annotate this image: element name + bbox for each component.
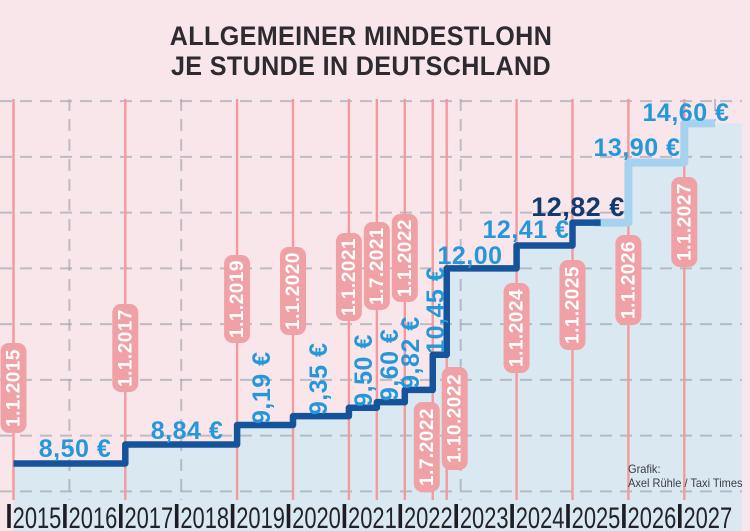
date-pill-1.1.2021 bbox=[335, 233, 362, 321]
date-pill-label: 1.7.2021 bbox=[367, 227, 388, 305]
year-label-2020: 2020 bbox=[292, 500, 341, 531]
year-label-2025: 2025 bbox=[572, 500, 621, 531]
year-label-2019: 2019 bbox=[236, 500, 285, 531]
year-tick-2021 bbox=[342, 504, 347, 528]
date-pill-label: 1.1.2019 bbox=[227, 260, 248, 338]
credit-line-1: Grafik: bbox=[628, 462, 661, 476]
year-label-2016: 2016 bbox=[69, 500, 118, 531]
year-tick-2017 bbox=[119, 504, 123, 528]
year-label-2015: 2015 bbox=[13, 500, 62, 531]
year-tick-2024 bbox=[510, 504, 514, 528]
value-label-rotated: 9,50 € bbox=[350, 334, 378, 407]
year-tick-2018 bbox=[174, 504, 179, 528]
date-pill-1.1.2026 bbox=[615, 235, 642, 325]
year-label-2017: 2017 bbox=[124, 500, 173, 531]
date-pill-label: 1.1.2027 bbox=[674, 183, 695, 261]
date-pill-1.10.2022 bbox=[441, 367, 468, 470]
year-label-2027: 2027 bbox=[683, 500, 732, 531]
date-pill-1.1.2025 bbox=[559, 260, 586, 350]
year-tick-2015 bbox=[7, 504, 11, 528]
year-label-2024: 2024 bbox=[516, 500, 565, 531]
date-pill-label: 1.1.2015 bbox=[4, 349, 25, 427]
credit: Grafik: Axel Rühle / Taxi Times bbox=[628, 462, 743, 490]
value-label: 12,00 bbox=[437, 242, 502, 270]
wage-step-line-actual bbox=[13, 219, 601, 467]
year-label-2018: 2018 bbox=[180, 500, 229, 531]
year-label-2023: 2023 bbox=[460, 500, 509, 531]
value-label-rotated: 10,45 € bbox=[422, 267, 450, 354]
date-pill-1.7.2022 bbox=[413, 402, 440, 492]
year-tick-2016 bbox=[63, 504, 67, 528]
year-tick-2023 bbox=[454, 504, 458, 528]
value-label-current: 12,82 € bbox=[531, 192, 625, 222]
value-label-rotated: 9,82 € bbox=[397, 316, 425, 389]
date-pill-1.1.2020 bbox=[280, 247, 306, 335]
date-pill-1.7.2021 bbox=[363, 222, 390, 310]
date-pill-label: 1.10.2022 bbox=[445, 374, 466, 463]
date-pill-label: 1.1.2026 bbox=[618, 241, 639, 319]
year-label-2026: 2026 bbox=[628, 500, 677, 531]
date-pill-1.1.2015 bbox=[0, 343, 27, 433]
value-label: 12,41 € bbox=[483, 216, 570, 244]
year-tick-2020 bbox=[286, 504, 291, 528]
value-label-rotated: 9,60 € bbox=[376, 329, 404, 402]
date-pill-label: 1.1.2024 bbox=[507, 289, 528, 367]
date-pill-1.1.2027 bbox=[671, 177, 698, 267]
credit-line-2: Axel Rühle / Taxi Times bbox=[628, 475, 743, 490]
chart-title-line-1: ALLGEMEINER MINDESTLOHN bbox=[169, 21, 553, 51]
year-tick-2019 bbox=[230, 504, 235, 528]
year-tick-2025 bbox=[566, 504, 570, 528]
date-pill-1.1.2019 bbox=[224, 255, 251, 343]
value-label-rotated: 9,19 € bbox=[248, 352, 276, 425]
value-label: 8,50 € bbox=[39, 435, 112, 463]
value-label-rotated: 9,35 € bbox=[305, 343, 333, 416]
date-pill-label: 1.1.2020 bbox=[283, 252, 304, 330]
date-pill-1.1.2022 bbox=[391, 214, 418, 302]
year-tick-2022 bbox=[398, 504, 403, 528]
chart-title: ALLGEMEINER MINDESTLOHN JE STUNDE IN DEU… bbox=[25, 21, 696, 81]
date-pill-1.1.2024 bbox=[503, 283, 530, 373]
year-tick-2027 bbox=[678, 504, 682, 528]
chart-title-line-2: JE STUNDE IN DEUTSCHLAND bbox=[170, 51, 552, 81]
year-label-2022: 2022 bbox=[404, 500, 453, 531]
value-label: 8,84 € bbox=[151, 417, 224, 445]
year-label-2021: 2021 bbox=[348, 500, 397, 531]
date-pill-label: 1.1.2022 bbox=[395, 219, 416, 297]
date-pill-label: 1.1.2017 bbox=[115, 309, 136, 387]
date-pill-label: 1.1.2025 bbox=[563, 266, 584, 344]
year-tick-2026 bbox=[622, 504, 626, 528]
value-label: 14,60 € bbox=[643, 99, 730, 127]
date-pill-label: 1.1.2021 bbox=[339, 238, 360, 316]
date-pill-1.1.2017 bbox=[112, 304, 139, 392]
value-label: 13,90 € bbox=[594, 134, 681, 162]
wage-step-line-future bbox=[594, 119, 716, 227]
area-fill bbox=[13, 123, 742, 531]
date-pill-label: 1.7.2022 bbox=[417, 408, 438, 486]
